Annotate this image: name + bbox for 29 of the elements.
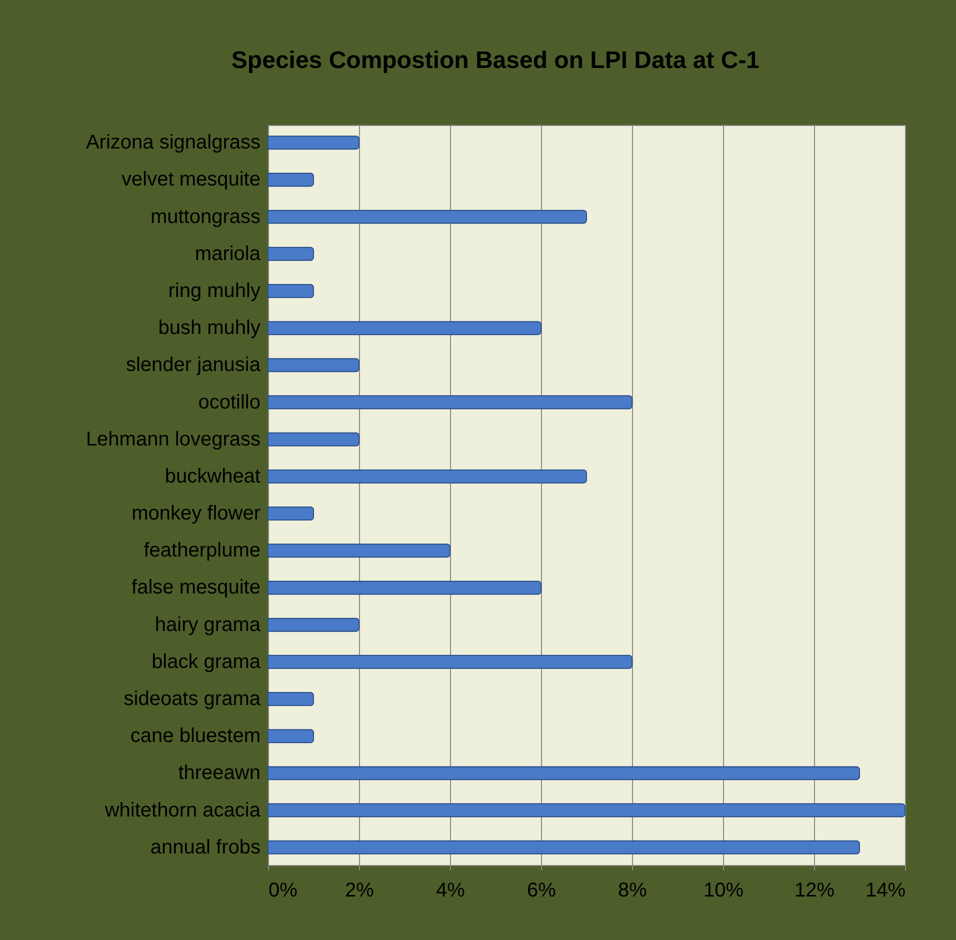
x-tick-label: 0%: [268, 880, 298, 902]
y-tick-label: muttongrass: [150, 206, 260, 228]
x-tick-label: 6%: [527, 880, 556, 902]
y-tick-label: velvet mesquite: [122, 168, 260, 191]
x-tick-label: 8%: [618, 880, 648, 902]
y-tick-label: ring muhly: [168, 280, 260, 302]
x-tick-label: 2%: [345, 880, 374, 902]
y-tick-label: ocotillo: [198, 391, 260, 414]
y-tick-label: false mesquite: [132, 576, 260, 599]
y-tick-label: buckwheat: [164, 465, 261, 488]
x-tick-label: 10%: [703, 880, 744, 902]
chart-title: Species Compostion Based on LPI Data at C-1: [231, 47, 760, 74]
y-tick-label: whitethorn acacia: [104, 799, 262, 822]
y-tick-label: featherplume: [144, 540, 260, 562]
y-tick-label: sideoats grama: [124, 688, 262, 710]
y-tick-label: bush muhly: [158, 317, 260, 340]
x-tick-label: 14%: [865, 880, 906, 902]
y-tick-label: monkey flower: [132, 502, 261, 525]
x-tick-label: 4%: [436, 880, 466, 902]
y-tick-label: annual frobs: [150, 836, 260, 858]
y-tick-label: hairy grama: [154, 614, 262, 636]
y-tick-label: black grama: [152, 650, 262, 673]
y-tick-label: threeawn: [178, 762, 260, 784]
y-tick-label: slender janusia: [126, 354, 262, 376]
x-tick-label: 12%: [794, 880, 835, 902]
y-tick-label: Arizona signalgrass: [86, 132, 260, 154]
y-tick-label: cane bluestem: [130, 725, 260, 748]
y-tick-label: Lehmann lovegrass: [86, 428, 260, 450]
y-tick-label: mariola: [194, 242, 262, 265]
